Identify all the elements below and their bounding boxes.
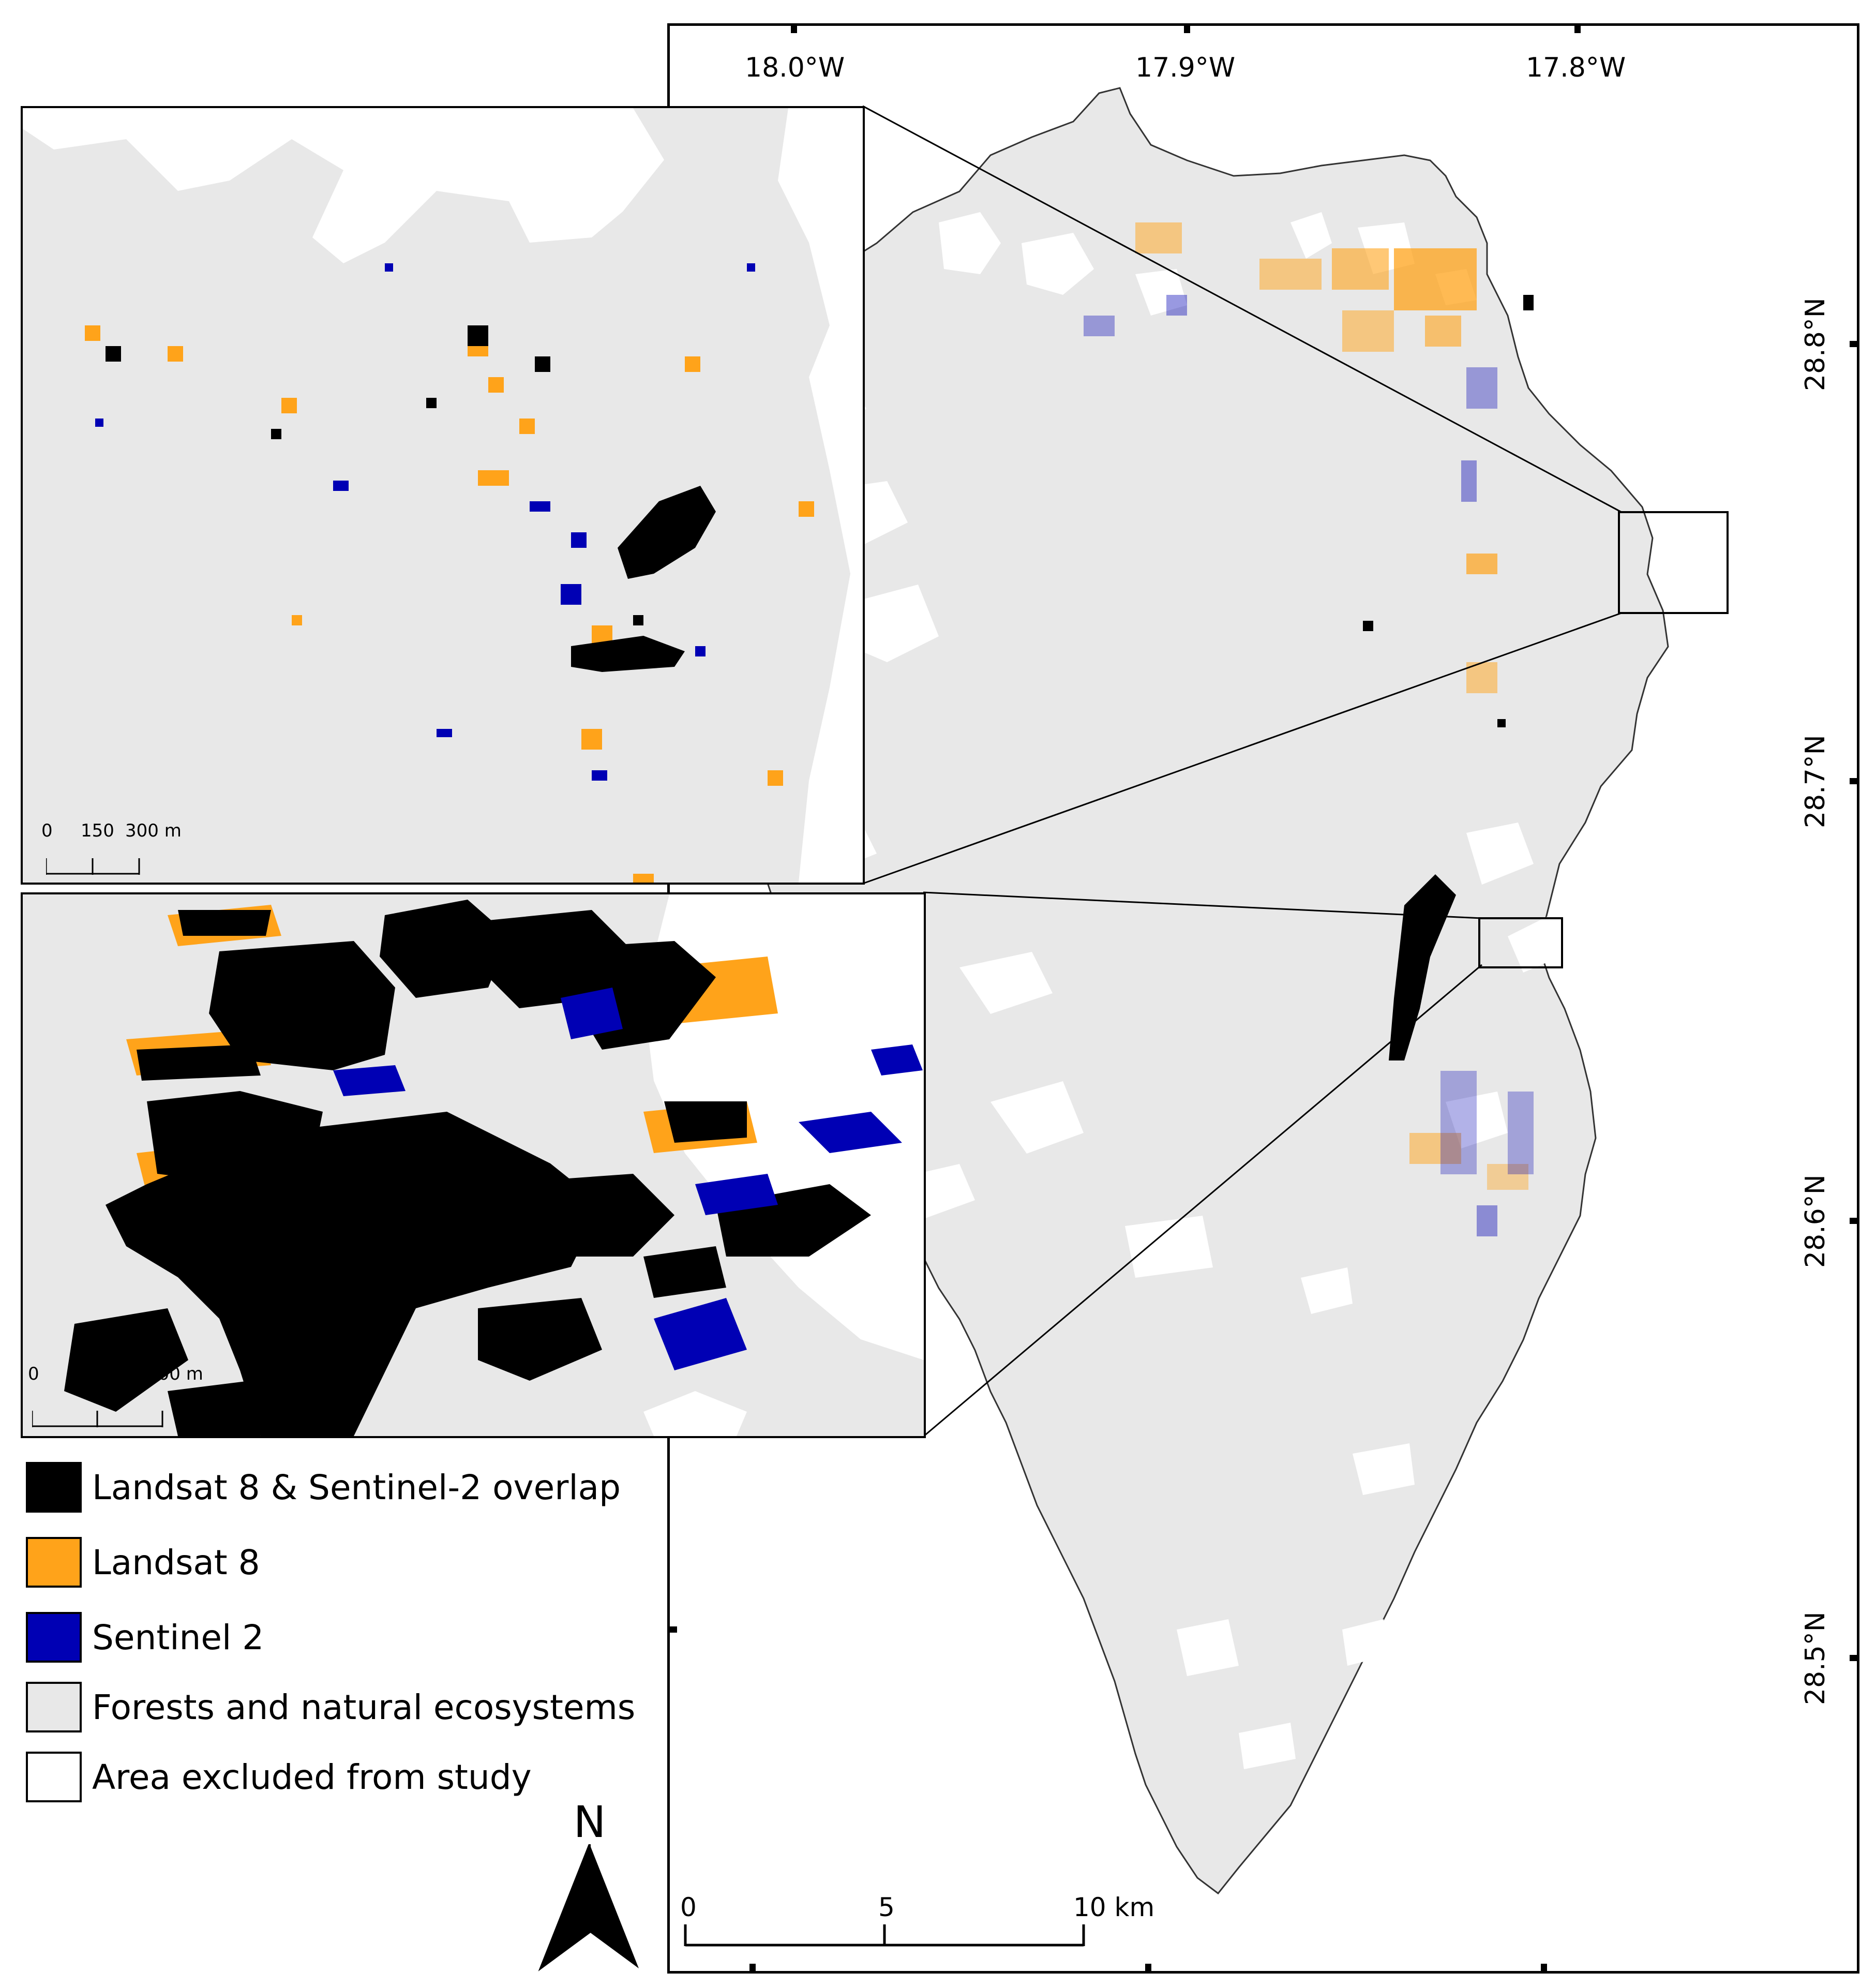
inset-bottom-scalebar-tick-150: 150 [84,1364,117,1384]
inset-top-scalebar [46,858,140,875]
legend-item-sentinel: Sentinel 2 [26,1609,264,1666]
locator-box-bottom [1478,917,1563,968]
graticule-ticks [670,26,1857,1971]
inset-bottom-sentinel [333,988,923,1370]
inset-top-sentinel [95,263,755,781]
lat-label-28-8: 28.8°N [1800,297,1831,391]
legend-swatch-sentinel [26,1612,82,1663]
inset-top-excluded [23,108,863,883]
lat-label-28-7: 28.7°N [1800,735,1831,828]
legend-swatch-excluded [26,1752,82,1802]
lon-label-18-0: 18.0°W [745,52,845,83]
lat-label-28-6: 28.6°N [1800,1174,1831,1268]
legend-item-landsat: Landsat 8 [26,1534,260,1591]
lon-label-17-8: 17.8°W [1526,52,1626,83]
legend-swatch-landsat [26,1537,82,1588]
legend-label-forest: Forests and natural ecosystems [92,1687,636,1727]
lon-label-17-9: 17.9°W [1135,52,1236,83]
north-arrow: N [538,1800,641,1971]
inset-bottom-scalebar-tick-300: 300 m [147,1364,203,1384]
inset-bottom-map: 0 150 300 m [21,892,926,1438]
inset-bottom-canvas [64,894,924,1436]
inset-top-scalebar-tick-300: 300 m [125,820,182,841]
legend-label-excluded: Area excluded from study [92,1757,532,1797]
inset-top-scalebar-tick-150: 150 [81,820,114,841]
legend-swatch-forest [26,1682,82,1732]
lat-label-28-5: 28.5°N [1800,1611,1831,1705]
legend-label-landsat: Landsat 8 [92,1542,260,1582]
inset-top-map: 0 150 300 m [21,106,865,885]
inset-top-landsat [85,325,814,883]
legend-label-sentinel: Sentinel 2 [92,1617,264,1657]
legend-swatch-overlap [26,1462,82,1513]
legend-item-overlap: Landsat 8 & Sentinel-2 overlap [26,1459,621,1516]
inset-top-scalebar-tick-0: 0 [41,820,53,841]
inset-top-canvas [23,108,863,883]
inset-bottom-scalebar [32,1411,163,1427]
inset-bottom-scalebar-tick-0: 0 [28,1364,39,1384]
north-arrow-icon [538,1844,639,1971]
legend-item-excluded: Area excluded from study [26,1749,532,1805]
inset-bottom-overlap [64,900,871,1436]
north-arrow-label: N [573,1797,606,1847]
legend-label-overlap: Landsat 8 & Sentinel-2 overlap [92,1467,621,1507]
locator-box-top [1618,511,1729,614]
legend-item-forest: Forests and natural ecosystems [26,1679,635,1736]
inset-top-overlap [106,325,716,672]
